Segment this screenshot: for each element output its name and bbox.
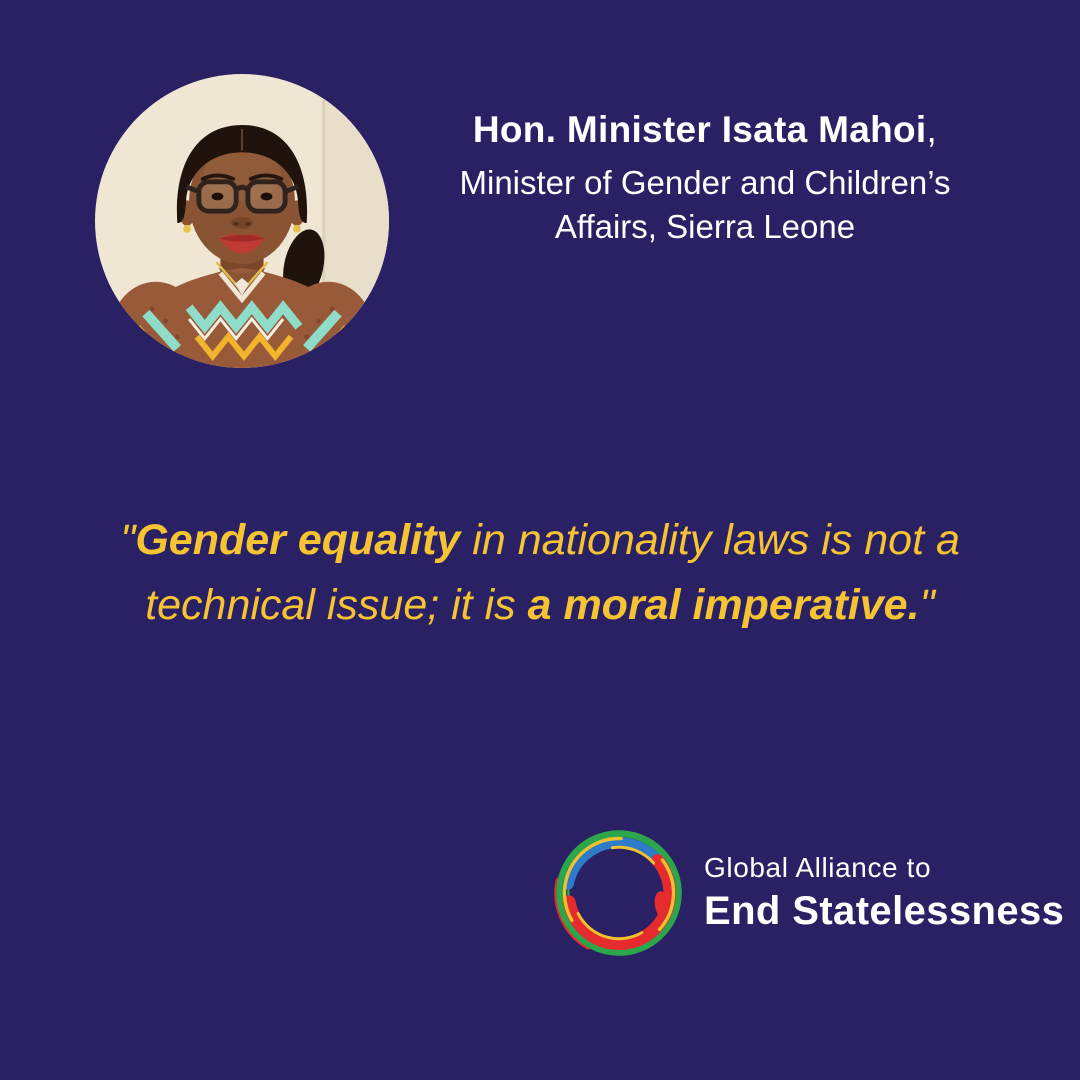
quote: "Gender equality in nationality laws is … (40, 508, 1040, 639)
quote-line: technical issue; it is a moral imperativ… (145, 581, 935, 630)
speaker-attribution: Hon. Minister Isata Mahoi, Minister of G… (420, 108, 990, 249)
logo-ring-icon (554, 828, 684, 958)
org-logo: Global Alliance to End Statelessness (546, 820, 1064, 966)
speaker-photo (95, 74, 389, 368)
org-logo-line1: Global Alliance to (704, 852, 932, 884)
speaker-name: Hon. Minister Isata Mahoi, (420, 108, 990, 152)
org-logo-line2: End Statelessness (704, 888, 1065, 933)
speaker-title-line1: Minister of Gender and Children’s (459, 164, 951, 202)
org-logo-text: Global Alliance to End Statelessness (704, 852, 1064, 933)
speaker-title: Minister of Gender and Children’s Affair… (420, 161, 990, 249)
speaker-name-text: Hon. Minister Isata Mahoi (472, 109, 927, 150)
portrait-illustration (95, 74, 389, 368)
quote-line: "Gender equality in nationality laws is … (120, 516, 960, 564)
speaker-name-comma: , (926, 109, 938, 150)
speaker-title-line2: Affairs, Sierra Leone (554, 208, 856, 246)
